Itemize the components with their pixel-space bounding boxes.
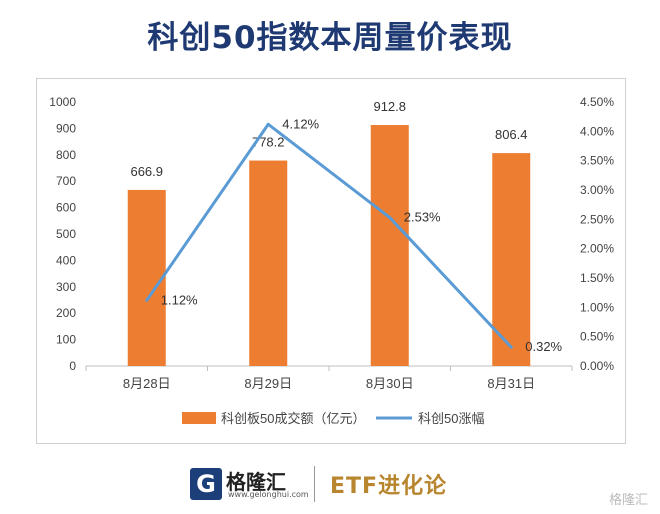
left-tick-label: 500 [56, 227, 76, 241]
left-tick-label: 400 [56, 253, 76, 267]
left-tick-label: 700 [56, 174, 76, 188]
bar [127, 189, 166, 366]
x-tick-label: 8月30日 [366, 376, 414, 391]
legend-label-bar: 科创板50成交额（亿元） [221, 411, 365, 426]
line-point [266, 122, 270, 126]
chart-title: 科创50指数本周量价表现 [147, 20, 513, 56]
right-tick-label: 0.50% [580, 330, 614, 344]
left-tick-label: 1000 [49, 95, 76, 109]
etf-tagline: ETF进化论 [330, 474, 448, 499]
line-value-label: 0.32% [525, 339, 562, 354]
right-tick-label: 3.50% [580, 154, 614, 168]
left-tick-label: 200 [56, 306, 76, 320]
line-value-label: 4.12% [282, 116, 319, 131]
right-tick-label: 4.50% [580, 95, 614, 109]
x-tick-label: 8月29日 [244, 376, 292, 391]
legend-swatch-bar [182, 412, 216, 424]
left-tick-label: 600 [56, 201, 76, 215]
right-tick-label: 3.00% [580, 183, 614, 197]
bar-value-label: 912.8 [373, 99, 406, 114]
right-tick-label: 2.00% [580, 242, 614, 256]
line-value-label: 2.53% [404, 210, 441, 225]
legend-label-line: 科创50涨幅 [418, 411, 484, 426]
left-tick-label: 100 [56, 333, 76, 347]
bar-value-label: 666.9 [130, 164, 163, 179]
right-tick-label: 2.50% [580, 212, 614, 226]
brand-url: www.gelonghui.com [228, 490, 309, 499]
line-point [145, 298, 149, 302]
left-tick-label: 300 [56, 280, 76, 294]
left-tick-label: 800 [56, 148, 76, 162]
bar [249, 160, 288, 366]
x-tick-label: 8月31日 [487, 376, 535, 391]
right-tick-label: 0.00% [580, 359, 614, 373]
right-tick-label: 4.00% [580, 124, 614, 138]
line-value-label: 1.12% [161, 292, 198, 307]
right-tick-label: 1.50% [580, 271, 614, 285]
line-point [509, 345, 513, 349]
bar-value-label: 806.4 [495, 127, 528, 142]
x-tick-label: 8月28日 [123, 376, 171, 391]
gelonghui-logo-icon: G [190, 468, 222, 500]
left-tick-label: 900 [56, 121, 76, 135]
line-point [388, 216, 392, 220]
bar [492, 153, 531, 366]
left-tick-label: 0 [69, 359, 76, 373]
brand-name: 格隆汇 [226, 470, 286, 494]
footer-divider [314, 466, 315, 502]
line-series-path [145, 122, 513, 349]
right-tick-label: 1.00% [580, 300, 614, 314]
watermark: 格隆汇 [608, 493, 648, 508]
bar [370, 125, 409, 366]
